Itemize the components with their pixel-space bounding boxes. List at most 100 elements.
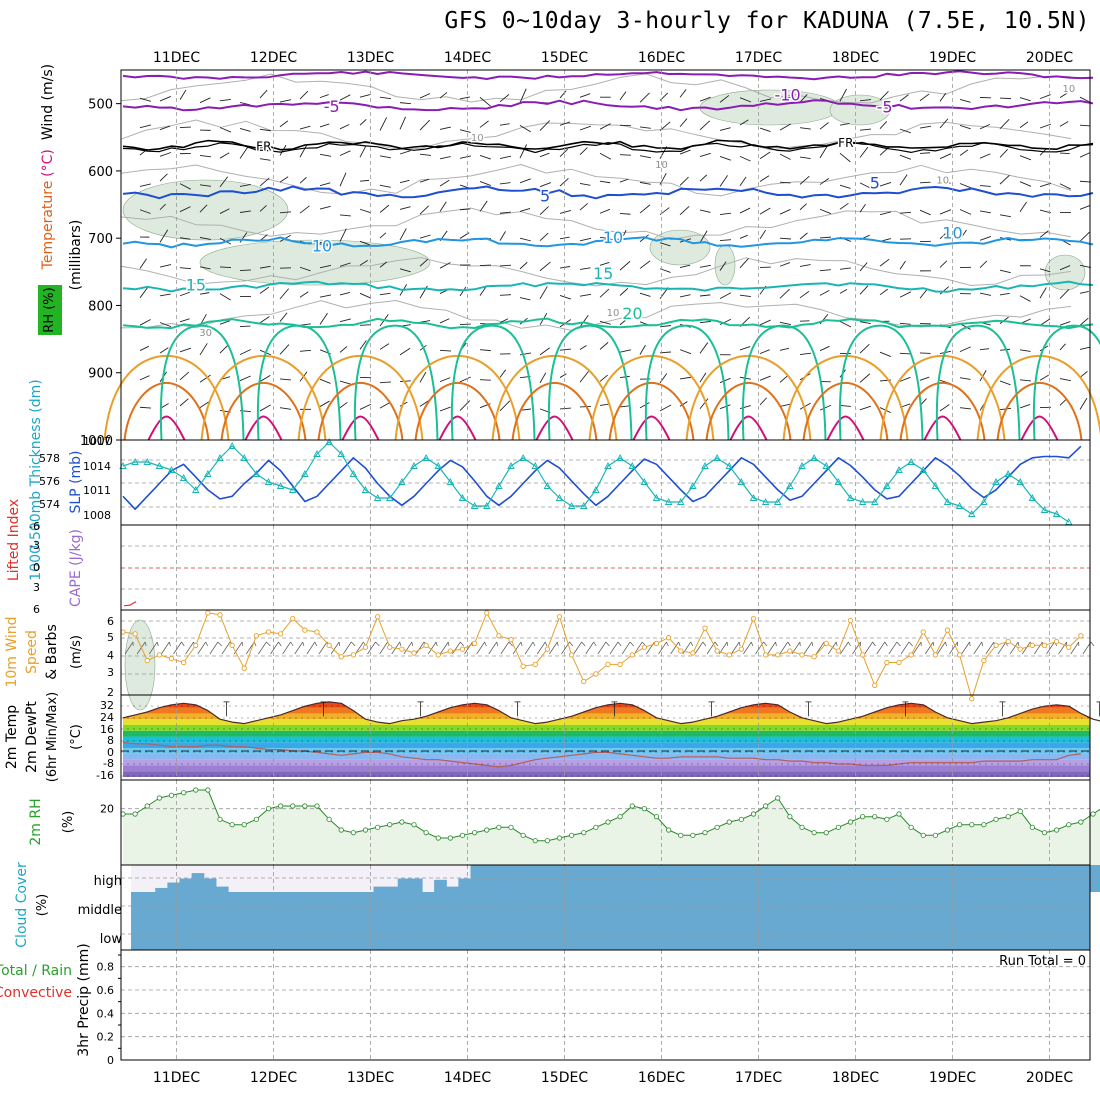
wind-speed-marker xyxy=(496,633,502,639)
wind-barb xyxy=(759,98,772,102)
wind-label-part: Speed xyxy=(24,630,40,674)
wind-barb xyxy=(699,264,711,268)
cloud-high-bar xyxy=(785,865,799,892)
wind-barb xyxy=(619,212,631,215)
slp-marker xyxy=(288,486,297,493)
wind-barb-10m xyxy=(1017,641,1020,647)
wind-barb xyxy=(139,183,151,187)
wind-barb xyxy=(799,127,811,130)
slp-marker xyxy=(834,478,843,485)
slp-marker xyxy=(967,510,976,517)
rh-marker xyxy=(302,803,308,809)
isotherm-label: 15 xyxy=(186,275,206,294)
wind-speed-marker xyxy=(447,648,454,654)
wind-barb xyxy=(719,318,732,326)
wind-barb xyxy=(699,152,711,157)
temp-color-band xyxy=(123,742,1090,749)
wind-barb-10m xyxy=(144,641,147,647)
wind-barb xyxy=(179,318,190,323)
wind-barb xyxy=(679,118,688,128)
cloud-high-bar xyxy=(470,865,484,892)
wind-barb-10m xyxy=(1046,641,1055,655)
wind-barb xyxy=(279,120,289,128)
rh-marker xyxy=(144,803,150,809)
bottom-date-label: 16DEC xyxy=(638,1070,685,1086)
wind-barb xyxy=(339,150,351,156)
cloud-high-bar xyxy=(725,865,738,892)
wind-barb xyxy=(959,149,969,156)
wind-speed-marker xyxy=(702,625,708,631)
wind-barb-10m xyxy=(209,641,219,655)
lifted-tick-label: 0 xyxy=(33,561,40,574)
lifted-axis-label: Lifted Index xyxy=(6,499,22,581)
wind-barb-10m xyxy=(908,641,913,647)
wind-barb xyxy=(739,155,751,162)
wind-barb-10m xyxy=(872,641,876,647)
temp-color-band xyxy=(123,701,1090,708)
slp-marker xyxy=(167,466,176,473)
wind-barb-10m xyxy=(447,641,450,647)
wind-barb xyxy=(239,210,252,213)
cloud-high-bar xyxy=(434,879,447,892)
rh-marker xyxy=(581,830,587,836)
wind-barb xyxy=(859,373,871,383)
bottom-date-label: 13DEC xyxy=(347,1070,394,1086)
isotherm-label: FR xyxy=(838,136,853,150)
wind-barb xyxy=(1079,397,1088,410)
wind-frame xyxy=(120,609,1091,696)
cloud-high-bar xyxy=(531,865,544,892)
wind-barb xyxy=(339,228,347,242)
wind-barb-10m xyxy=(597,641,607,655)
wind-barb xyxy=(339,318,351,323)
wind-barb xyxy=(799,156,811,160)
wind-barb xyxy=(359,240,371,246)
rh-marker xyxy=(544,838,550,844)
cloud-high-bar xyxy=(409,878,423,892)
wind-barb xyxy=(379,232,387,239)
wind-barb xyxy=(1019,379,1031,382)
wind-barb xyxy=(699,372,707,383)
cloud-high-bar xyxy=(749,865,763,892)
rh-marker xyxy=(508,824,514,830)
wind-barb xyxy=(599,342,609,350)
isotherm-label: 10 xyxy=(312,236,332,255)
wind-barb xyxy=(459,96,471,100)
rh-marker xyxy=(763,803,769,809)
slp-marker xyxy=(773,498,782,505)
wind-speed-marker xyxy=(787,648,793,654)
wind-barb-10m xyxy=(973,641,983,655)
wind-speed-marker xyxy=(435,652,441,658)
wind-barb xyxy=(659,325,671,328)
temp-label-part: (6hr Min/Max) xyxy=(45,692,60,782)
wind-barb-10m xyxy=(835,641,838,647)
wind-speed-marker xyxy=(544,646,551,652)
wind-barb-10m xyxy=(969,641,971,647)
wind-speed-marker xyxy=(387,644,393,650)
wind-barb-10m xyxy=(678,641,681,647)
wind-barb xyxy=(439,92,448,99)
rh-marker xyxy=(290,803,296,809)
wind-barb-10m xyxy=(840,641,849,655)
wind-barb xyxy=(319,400,330,407)
wind-barb-10m xyxy=(815,641,825,655)
rh-marker xyxy=(738,816,744,822)
wind-barb-10m xyxy=(520,641,523,647)
wind-barb-10m xyxy=(961,641,970,655)
wind-barb xyxy=(959,229,967,240)
wind-barb xyxy=(639,292,651,297)
wind-barb-10m xyxy=(253,641,257,647)
wind-speed-marker xyxy=(823,640,829,647)
wind-barb xyxy=(1079,346,1091,350)
wind-speed-marker xyxy=(726,652,732,658)
wind-speed-marker xyxy=(1017,646,1023,652)
rh-marker xyxy=(375,824,381,830)
cloud-high-bar xyxy=(1064,865,1078,892)
wind-barb xyxy=(739,176,747,186)
wind-barb xyxy=(699,209,711,213)
wind-barb-10m xyxy=(278,641,282,647)
wind-barb xyxy=(819,236,831,239)
wind-barb xyxy=(419,178,430,183)
wind-speed-marker xyxy=(738,646,745,652)
